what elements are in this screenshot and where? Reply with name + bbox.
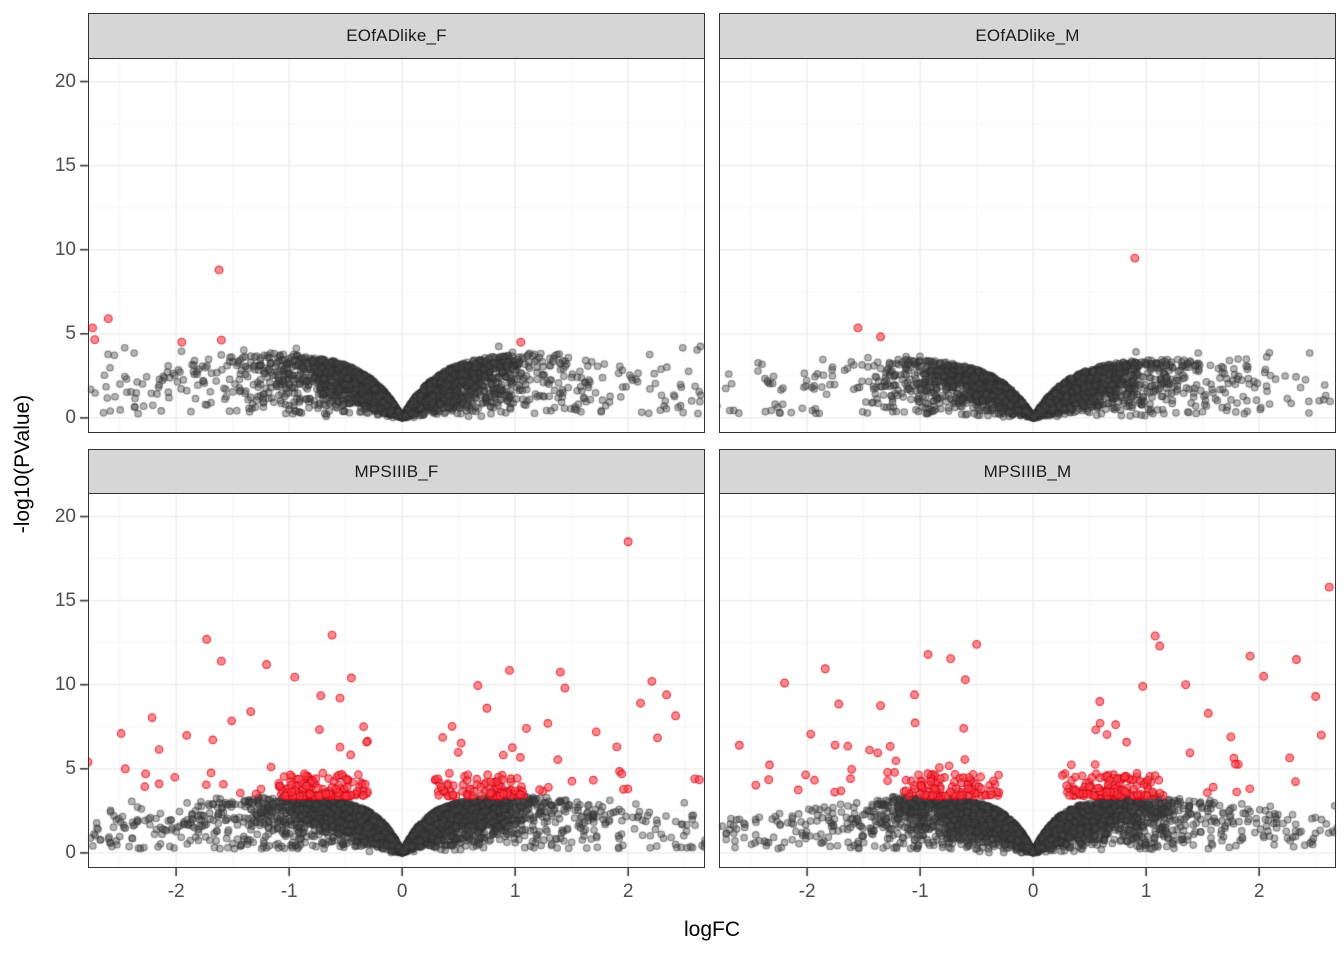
x-tick-label: 0 [396,881,408,902]
x-tick-label: -1 [911,881,929,902]
x-tick-label: -1 [280,881,298,902]
facet-strip-label: MPSIIIB_F [354,461,439,481]
facet-strip-mpsiiib-f: MPSIIIB_F [88,449,705,494]
x-tick-label: 2 [622,881,634,902]
facet-strip-label: MPSIIIB_M [983,461,1072,481]
facet-strip-label: EOfADlike_F [346,26,447,45]
facet-strip-eofadlike-f: EOfADlike_F [88,13,705,59]
y-tick-label: 5 [65,322,76,344]
y-tick-label: 0 [65,841,76,863]
y-tick-label: 10 [54,238,76,260]
y-axis-title: -log10(PValue) [11,394,34,534]
y-tick-label: 10 [54,673,76,695]
x-tick-label: 0 [1027,881,1039,902]
facet-strip-label: EOfADlike_M [975,26,1080,45]
y-tick-label: 5 [65,757,76,779]
y-tick-label: 20 [54,70,76,92]
y-tick-label: 20 [54,505,76,527]
x-axis-title: logFC [683,918,741,941]
facet-strip-mpsiiib-m: MPSIIIB_M [719,449,1336,494]
y-tick-label: 15 [54,154,76,176]
x-tick-label: 2 [1253,881,1265,902]
x-tick-label: -2 [167,881,185,902]
facet-strip-eofadlike-m: EOfADlike_M [719,13,1336,59]
x-tick-label: -2 [798,881,816,902]
x-tick-label: 1 [1140,881,1152,902]
y-tick-label: 0 [65,406,76,428]
x-tick-label: 1 [509,881,521,902]
y-tick-label: 15 [54,589,76,611]
